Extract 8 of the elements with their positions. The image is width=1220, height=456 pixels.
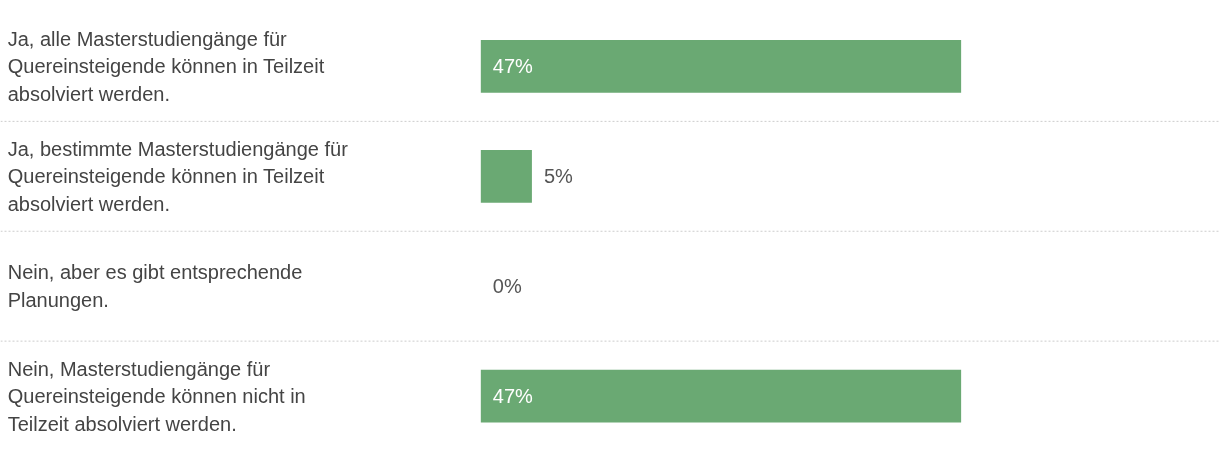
data-label: 5% — [543, 165, 574, 188]
y-tick-label: Nein, Masterstudiengänge für Quereinsteigende können nicht in Teilzeit absolviert werden. — [7, 357, 306, 435]
y-tick-label: Ja, bestimmte Masterstudiengänge für Quereinsteigende können in Teilzeit absolviert werden. — [7, 137, 349, 215]
y-tick-label: Nein, aber es gibt entsprechende Planungen. — [7, 261, 303, 311]
data-label: 0% — [492, 275, 522, 298]
y-tick-label: Ja, alle Masterstudiengänge für Quereinsteigende können in Teilzeit absolviert werden. — [7, 27, 325, 105]
data-label: 47% — [492, 55, 534, 78]
data-label: 47% — [492, 385, 534, 408]
